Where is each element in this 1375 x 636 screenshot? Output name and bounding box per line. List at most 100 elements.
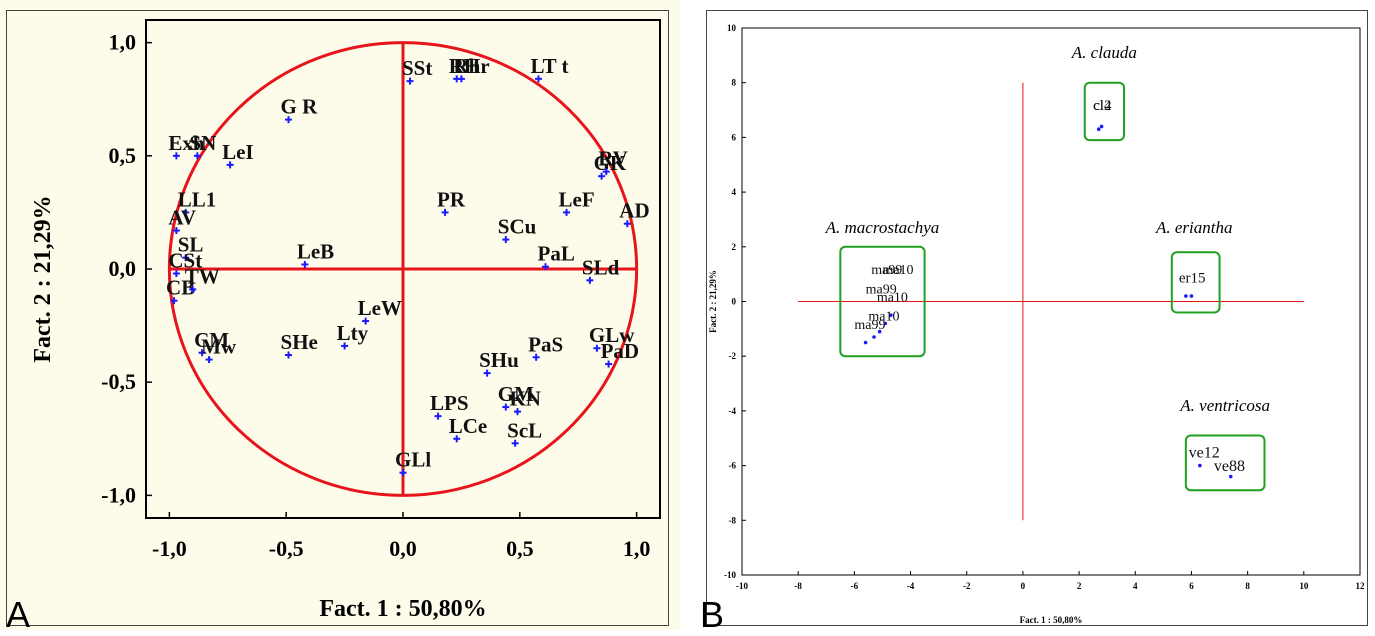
- individual-label: ve12: [1189, 444, 1220, 461]
- y-tick-label-a: 1,0: [109, 30, 137, 55]
- x-axis-title-a: Fact. 1 : 50,80%: [319, 596, 486, 622]
- panel-b-frame: [706, 10, 1368, 626]
- y-tick-label-a: -1,0: [101, 482, 136, 507]
- individual-label: cl2: [1093, 98, 1111, 114]
- variable-label: TW: [185, 264, 220, 288]
- x-tick-label-a: 1,0: [623, 536, 651, 561]
- variable-point: [441, 208, 449, 216]
- y-tick-label-b: -10: [724, 570, 736, 580]
- x-tick-label-b: -8: [794, 581, 802, 591]
- variable-label: CM: [194, 328, 229, 352]
- x-tick-label-a: 0,5: [506, 536, 534, 561]
- variable-label: RV: [598, 147, 628, 171]
- variable-point: [193, 152, 201, 160]
- group-name: A. ventricosa: [1179, 396, 1270, 415]
- correlation-circle-chart: -1,0 -0,5 0,0 0,5 1,0 1,0 0,5 0,0 -0,5 -1,0 Fact. …: [30, 19, 661, 622]
- x-tick-label-b: -2: [963, 581, 971, 591]
- x-tick-label-a: 0,0: [389, 536, 417, 561]
- group-name: A. eriantha: [1155, 218, 1233, 237]
- variable-label: CSt: [168, 249, 202, 273]
- variable-label: LeF: [559, 187, 595, 211]
- group-box: [1170, 251, 1221, 314]
- variable-label: KN: [509, 387, 541, 411]
- x-tick-label-b: -6: [851, 581, 859, 591]
- individual-point: [889, 313, 893, 317]
- variable-point: [341, 342, 349, 350]
- x-axis-title-b: Fact. 1 : 50,80%: [1020, 615, 1083, 625]
- variable-label: Rhr: [453, 54, 489, 78]
- x-tick-label-b: 12: [1356, 581, 1366, 591]
- variable-point: [513, 408, 521, 416]
- y-tick-label-b: 6: [732, 132, 737, 142]
- variable-label: SHu: [479, 348, 519, 372]
- variable-label: GLl: [395, 448, 431, 472]
- group-box: [1083, 81, 1126, 142]
- variable-label: G R: [281, 95, 319, 119]
- y-tick-label-b: -2: [729, 351, 737, 361]
- y-tick-label-b: -4: [729, 406, 737, 416]
- individual-label: ma10: [882, 263, 913, 278]
- y-tick-label-b: 10: [727, 23, 737, 33]
- individual-label: cl4: [1093, 98, 1112, 114]
- variable-label: Exh: [168, 131, 205, 155]
- variable-point: [483, 369, 491, 377]
- individual-label: ve88: [1214, 458, 1245, 475]
- y-tick-label-a: -0,5: [101, 369, 136, 394]
- variable-point: [172, 227, 180, 235]
- individual-point: [863, 340, 868, 345]
- individual-label: ma99: [871, 263, 902, 278]
- variable-label: RH: [449, 54, 481, 78]
- individual-label: ma99: [866, 282, 897, 297]
- variable-point: [285, 351, 293, 359]
- variable-label: Lty: [337, 321, 369, 345]
- variable-point: [434, 412, 442, 420]
- variable-point: [172, 152, 180, 160]
- variable-point: [172, 270, 180, 278]
- variable-point: [623, 220, 631, 228]
- variable-label: LL1: [178, 187, 217, 211]
- variable-label: SSt: [402, 56, 432, 80]
- variable-point: [198, 349, 206, 357]
- variable-point: [406, 77, 414, 85]
- panel-a-letter: A: [6, 594, 31, 635]
- variable-label: PaD: [601, 339, 640, 363]
- individual-point: [1228, 474, 1233, 479]
- individual-label: ma99: [854, 318, 885, 333]
- x-tick-label-b: 4: [1133, 581, 1138, 591]
- variable-label: SCu: [498, 215, 537, 239]
- variable-label: LeW: [358, 296, 402, 320]
- variable-label: SLd: [582, 255, 620, 279]
- variable-label: SHe: [281, 330, 318, 354]
- panel-b-individuals-plot: -10 -8 -6 -4 -2 0 2 4 6 8 10 12 10 8 6 4 2 0 -2 -4 -6 -8 -10 Fa…: [694, 0, 1375, 635]
- individual-point: [1189, 294, 1194, 298]
- y-tick-label-b: 0: [732, 297, 737, 307]
- individual-point: [1096, 127, 1101, 131]
- variable-label: PaS: [528, 332, 563, 356]
- individual-point: [1184, 294, 1188, 298]
- variable-label: LT t: [531, 54, 569, 78]
- variable-point: [502, 403, 510, 411]
- variable-label: SN: [189, 131, 216, 155]
- variable-point: [170, 297, 178, 305]
- variable-point: [502, 236, 510, 244]
- group-box: [1184, 434, 1266, 492]
- y-tick-label-b: 4: [732, 187, 737, 197]
- variable-label: AV: [168, 206, 196, 230]
- variable-point: [205, 356, 213, 364]
- individual-point: [872, 335, 876, 339]
- individual-label: ma10: [877, 291, 908, 306]
- y-axis-title-b: Fact. 2 : 21,29%: [708, 270, 718, 333]
- variable-point: [605, 360, 613, 368]
- individual-point: [877, 329, 882, 334]
- y-tick-label-a: 0,0: [109, 256, 137, 281]
- individual-point: [1099, 124, 1104, 129]
- y-tick-label-b: -8: [729, 515, 737, 525]
- y-tick-label-b: 8: [732, 78, 737, 88]
- variable-point: [563, 208, 571, 216]
- variable-label: AD: [619, 199, 649, 223]
- group-name: A. macrostachya: [825, 218, 940, 237]
- variable-label: GM: [498, 382, 534, 406]
- x-tick-label-b: 8: [1245, 581, 1250, 591]
- variable-label: CB: [166, 276, 195, 300]
- x-tick-label-b: -4: [907, 581, 915, 591]
